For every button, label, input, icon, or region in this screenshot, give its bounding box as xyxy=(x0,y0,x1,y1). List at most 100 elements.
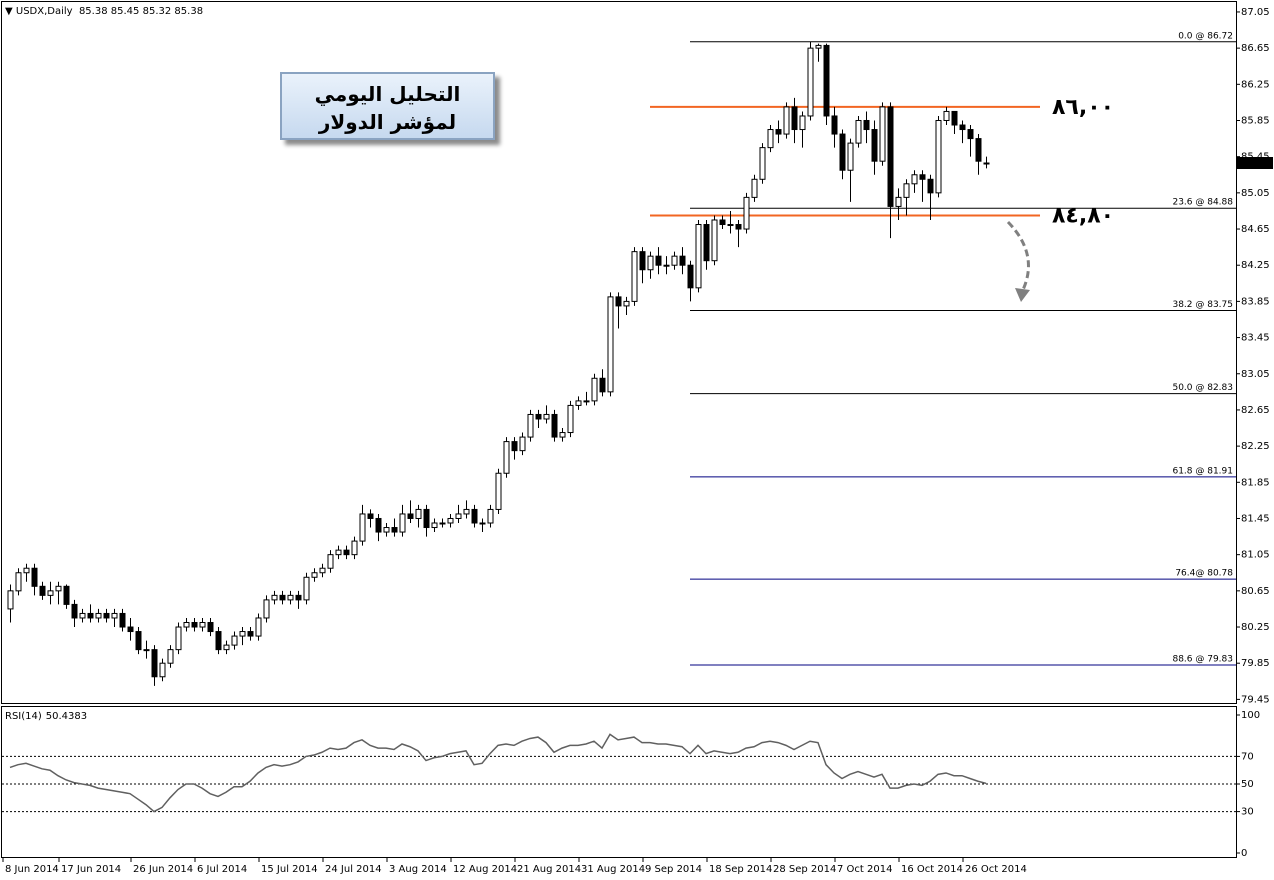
y-tick-label: 84.65 xyxy=(1241,224,1270,235)
x-tick-label: 21 Aug 2014 xyxy=(517,864,581,875)
close: 85.38 xyxy=(174,6,204,17)
candle-body xyxy=(391,527,398,533)
candle-body xyxy=(399,513,406,533)
y-tick-label: 81.05 xyxy=(1241,550,1270,561)
candle-body xyxy=(831,115,838,135)
candle-body xyxy=(207,621,214,633)
x-tick-label: 9 Sep 2014 xyxy=(645,864,702,875)
arrow xyxy=(1006,220,1030,293)
level-label: ٨٤,٨٠ xyxy=(1052,203,1114,228)
x-tick-label: 7 Oct 2014 xyxy=(837,864,892,875)
candle-body xyxy=(527,413,534,438)
arrow-head xyxy=(1015,288,1030,302)
candle-body xyxy=(311,572,318,578)
fib-label: 88.6 @ 79.83 xyxy=(1172,655,1233,665)
candle-body xyxy=(471,508,478,524)
candle-body xyxy=(31,567,38,587)
fib-label: 23.6 @ 84.88 xyxy=(1172,198,1233,208)
x-tick-label: 18 Sep 2014 xyxy=(709,864,772,875)
candle-body xyxy=(215,631,222,651)
x-tick-label: 26 Oct 2014 xyxy=(965,864,1027,875)
y-tick-label: 79.85 xyxy=(1241,658,1270,669)
candle-body xyxy=(255,617,262,637)
candle-body xyxy=(159,662,166,678)
candle-body xyxy=(823,44,830,117)
y-tick-label: 82.25 xyxy=(1241,441,1270,452)
candle-body xyxy=(183,621,190,628)
candle-body xyxy=(751,178,758,198)
candle-body xyxy=(663,264,670,267)
candle-body xyxy=(47,590,54,596)
candle-body xyxy=(343,549,350,556)
candle-body xyxy=(303,576,310,601)
candle-body xyxy=(367,513,374,519)
x-tick-label: 28 Sep 2014 xyxy=(773,864,836,875)
candle-body xyxy=(39,585,46,596)
y-tick-label: 85.05 xyxy=(1241,188,1270,199)
candle-body xyxy=(975,138,982,162)
candle-body xyxy=(263,599,270,619)
candle-body xyxy=(559,432,566,438)
candle-body xyxy=(767,129,774,149)
candle-body xyxy=(807,47,814,117)
price-marker-label: 85.38 xyxy=(1239,158,1268,169)
candle-body xyxy=(687,264,694,289)
candle-body xyxy=(951,110,958,126)
candle-body xyxy=(887,106,894,207)
candle-body xyxy=(959,124,966,131)
y-tick-label: 87.05 xyxy=(1241,7,1270,18)
candle-body xyxy=(431,522,438,529)
rsi-tick-label: 50 xyxy=(1241,779,1254,790)
fib-label: 76.4@ 80.78 xyxy=(1175,569,1233,579)
x-tick-label: 15 Jul 2014 xyxy=(261,864,318,875)
candle-body xyxy=(511,441,518,452)
candle-body xyxy=(439,522,446,525)
x-tick-label: 24 Jul 2014 xyxy=(325,864,382,875)
rsi-tick-label: 100 xyxy=(1241,710,1260,721)
candle-body xyxy=(151,649,158,678)
price-marker xyxy=(1237,157,1273,170)
candle-body xyxy=(295,594,302,601)
x-tick-label: 8 Jun 2014 xyxy=(5,864,59,875)
candle-body xyxy=(679,255,686,266)
candle-body xyxy=(615,296,622,307)
y-tick-label: 79.45 xyxy=(1241,694,1270,705)
candle-body xyxy=(903,183,910,198)
candle-body xyxy=(175,626,182,651)
title-line: لمؤشر الدولار xyxy=(318,110,457,134)
candle-body xyxy=(983,162,990,165)
candle-body xyxy=(815,44,822,49)
x-tick-label: 31 Aug 2014 xyxy=(581,864,645,875)
x-tick-label: 26 Jun 2014 xyxy=(133,864,193,875)
candle-body xyxy=(911,174,918,185)
candle-body xyxy=(103,612,110,619)
candle-body xyxy=(479,522,486,525)
y-tick-label: 86.25 xyxy=(1241,79,1270,90)
candle-body xyxy=(287,594,294,601)
candle-body xyxy=(15,572,22,592)
rsi-tick-label: 30 xyxy=(1241,807,1254,818)
candle-body xyxy=(855,119,862,144)
fib-label: 61.8 @ 81.91 xyxy=(1172,466,1233,476)
candle-body xyxy=(279,594,286,601)
x-tick-label: 3 Aug 2014 xyxy=(389,864,447,875)
candle-body xyxy=(703,224,710,262)
y-tick-label: 82.65 xyxy=(1241,405,1270,416)
main-frame xyxy=(1,1,1237,704)
candle-body xyxy=(111,612,118,619)
y-tick-label: 83.45 xyxy=(1241,333,1270,344)
y-tick-label: 86.65 xyxy=(1241,43,1270,54)
candle-body xyxy=(711,219,718,262)
candle-body xyxy=(135,631,142,651)
y-tick-label: 81.45 xyxy=(1241,513,1270,524)
candle-body xyxy=(791,106,798,131)
candle-body xyxy=(383,527,390,533)
candle-body xyxy=(407,513,414,519)
candle-body xyxy=(943,110,950,121)
candle-body xyxy=(671,255,678,266)
y-tick-label: 80.25 xyxy=(1241,622,1270,633)
candle-body xyxy=(239,631,246,637)
candle-body xyxy=(319,567,326,574)
high: 85.45 xyxy=(110,6,140,17)
